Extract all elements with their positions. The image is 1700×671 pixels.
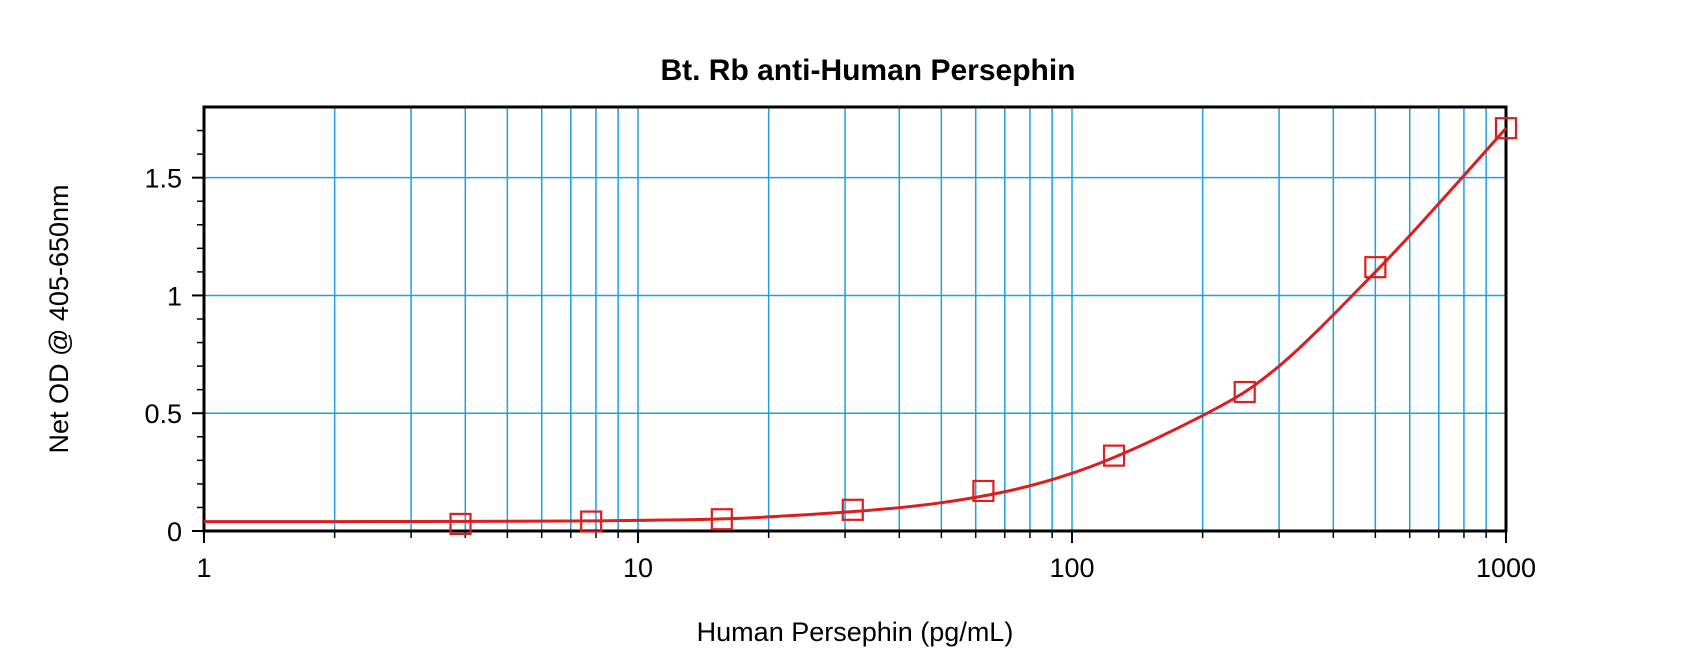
data-point — [841, 498, 864, 521]
data-point — [1364, 256, 1387, 279]
y-tick-label: 0 — [167, 517, 182, 547]
data-point — [580, 510, 603, 533]
x-axis-label: Human Persephin (pg/mL) — [697, 617, 1014, 647]
data-point — [972, 479, 995, 503]
y-axis-label: Net OD @ 405-650nm — [44, 184, 74, 453]
y-tick-label: 0.5 — [144, 399, 182, 429]
data-point — [1494, 117, 1518, 140]
fit-curve — [204, 127, 1508, 524]
data-point — [1102, 444, 1126, 467]
y-tick-labels: 0 0.5 1 1.5 — [144, 164, 182, 547]
y-tick-label: 1.5 — [144, 164, 182, 194]
x-tick-label: 100 — [1049, 553, 1094, 583]
data-point — [449, 512, 472, 536]
data-point — [1233, 380, 1256, 404]
x-tick-label: 10 — [623, 553, 653, 583]
data-point — [710, 508, 733, 531]
grid — [204, 107, 1506, 531]
data-points — [449, 117, 1518, 536]
fit-curve-line — [204, 127, 1508, 524]
plot-frame — [202, 105, 1508, 533]
x-tick-label: 1000 — [1476, 553, 1536, 583]
x-tick-labels: 1 10 100 1000 — [196, 553, 1536, 583]
y-tick-label: 1 — [167, 281, 182, 311]
chart-title: Bt. Rb anti-Human Persephin — [660, 54, 1075, 87]
axis-ticks — [192, 129, 1507, 543]
x-tick-label: 1 — [196, 553, 211, 583]
